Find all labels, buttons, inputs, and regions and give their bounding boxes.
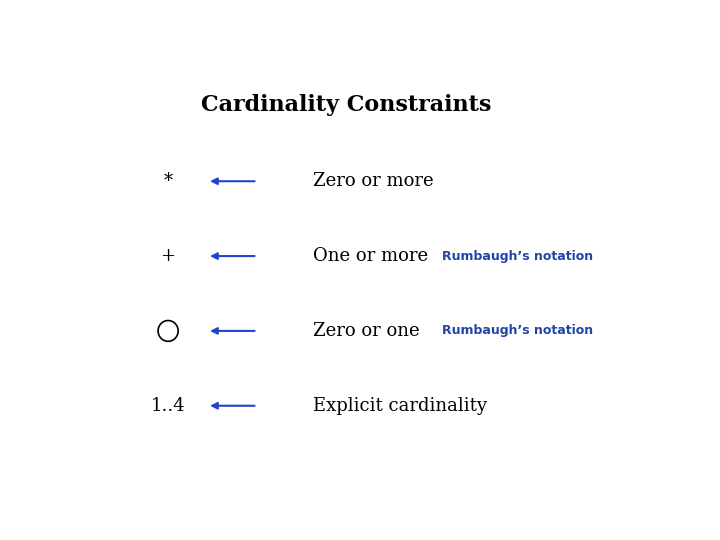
Text: Rumbaugh’s notation: Rumbaugh’s notation xyxy=(441,325,593,338)
Text: +: + xyxy=(161,247,176,265)
Text: Zero or one: Zero or one xyxy=(313,322,420,340)
Text: Explicit cardinality: Explicit cardinality xyxy=(313,397,487,415)
Text: Rumbaugh’s notation: Rumbaugh’s notation xyxy=(441,249,593,262)
Text: Zero or more: Zero or more xyxy=(313,172,434,190)
Text: Cardinality Constraints: Cardinality Constraints xyxy=(202,94,492,116)
Text: *: * xyxy=(163,172,173,190)
Text: One or more: One or more xyxy=(313,247,428,265)
Text: 1..4: 1..4 xyxy=(150,397,186,415)
